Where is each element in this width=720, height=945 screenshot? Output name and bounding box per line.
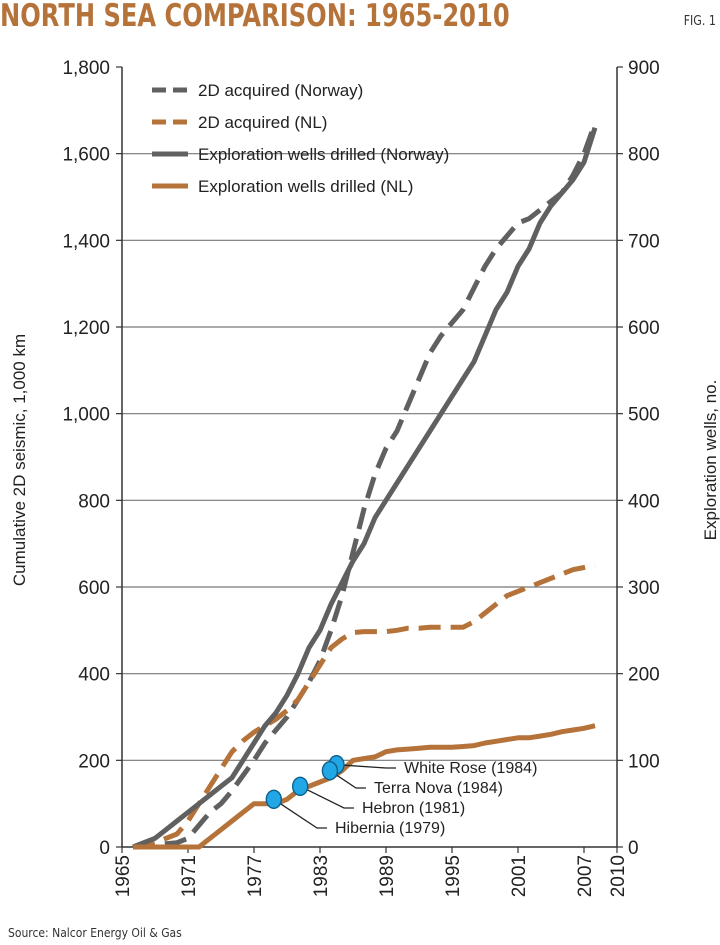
y-tick-label-left: 400 xyxy=(78,665,110,686)
legend: 2D acquired (Norway) 2D acquired (NL) Expl… xyxy=(152,81,449,196)
annotation-layer: White Rose (1984) Terra Nova (1984) Hebron… xyxy=(265,754,537,837)
y-tick-label-left: 1,800 xyxy=(62,58,110,79)
y-tick-label-left: 0 xyxy=(99,838,110,859)
annotation-leader xyxy=(273,798,327,829)
series-line-0 xyxy=(132,122,598,850)
series-line-1 xyxy=(132,562,596,850)
y-tick-label-left: 1,000 xyxy=(62,405,110,426)
x-tick-label: 1965 xyxy=(113,855,134,897)
series-layer xyxy=(132,122,598,850)
annotation-marker xyxy=(321,761,339,781)
y-tick-label-right: 500 xyxy=(628,405,660,426)
y-tick-label-left: 200 xyxy=(78,751,110,772)
x-tick-label: 2001 xyxy=(509,855,530,897)
legend-label: Exploration wells drilled (NL) xyxy=(198,177,413,196)
annotation-label: Hebron (1981) xyxy=(362,800,465,817)
x-tick-label: 1995 xyxy=(443,855,464,897)
x-tick-label: 2010 xyxy=(608,855,629,897)
annotation-marker xyxy=(265,789,282,810)
source-note: Source: Nalcor Energy Oil & Gas xyxy=(8,926,182,940)
y-tick-label-left: 800 xyxy=(78,491,110,512)
x-tick-label: 1983 xyxy=(311,855,332,897)
y-tick-label-right: 0 xyxy=(628,838,639,859)
axes-layer: 0 0 200 100 400 200 600 300 800 400 1,000 500 1,200 6… xyxy=(62,58,659,897)
series-line-3 xyxy=(133,723,596,850)
legend-label: Exploration wells drilled (Norway) xyxy=(198,145,449,164)
legend-label: 2D acquired (Norway) xyxy=(198,81,363,100)
y-tick-label-right: 400 xyxy=(628,491,660,512)
series-line-2 xyxy=(132,126,598,850)
y-axis-label-left: Cumulative 2D seismic, 1,000 km xyxy=(10,334,29,586)
y-tick-label-right: 800 xyxy=(628,145,660,166)
annotation-label: Terra Nova (1984) xyxy=(374,780,503,797)
figure-label: FIG. 1 xyxy=(683,14,716,29)
y-tick-label-left: 600 xyxy=(78,578,110,599)
y-tick-label-left: 1,400 xyxy=(62,231,110,252)
annotation-leader xyxy=(299,785,354,809)
y-tick-label-right: 200 xyxy=(628,665,660,686)
annotation-leader xyxy=(329,770,366,789)
y-tick-label-right: 100 xyxy=(628,751,660,772)
y-tick-label-right: 900 xyxy=(628,58,660,79)
y-tick-label-right: 700 xyxy=(628,231,660,252)
y-tick-label-right: 300 xyxy=(628,578,660,599)
x-tick-label: 1989 xyxy=(377,855,398,897)
y-tick-label-left: 1,200 xyxy=(62,318,110,339)
annotation-label: Hibernia (1979) xyxy=(335,820,445,837)
grid-layer xyxy=(122,153,617,761)
y-axis-label-right: Exploration wells, no. xyxy=(701,380,720,541)
legend-label: 2D acquired (NL) xyxy=(198,113,327,132)
annotation-label: White Rose (1984) xyxy=(404,760,537,777)
y-tick-label-left: 1,600 xyxy=(62,145,110,166)
chart-title: NORTH SEA COMPARISON: 1965-2010 xyxy=(0,0,510,34)
x-tick-label: 1971 xyxy=(179,855,200,897)
x-tick-label: 1977 xyxy=(245,855,266,897)
annotation-leader xyxy=(336,764,396,769)
x-tick-label: 2007 xyxy=(575,855,596,897)
annotation-marker xyxy=(292,776,309,797)
y-tick-label-right: 600 xyxy=(628,318,660,339)
